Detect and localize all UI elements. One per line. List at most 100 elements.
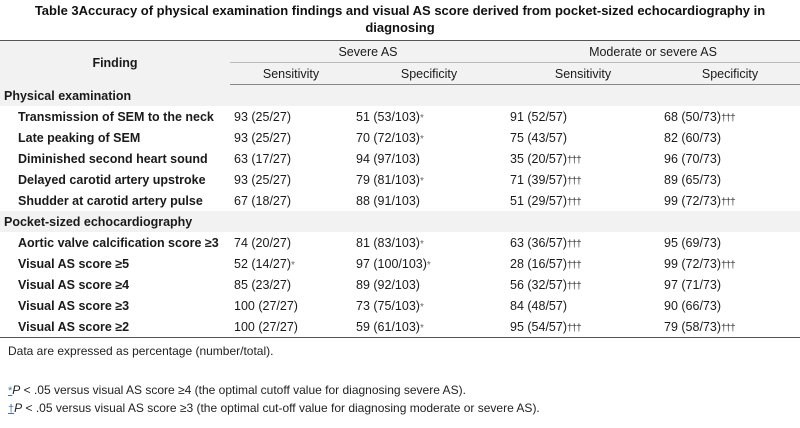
value-cell: 89 (92/103) [352,274,506,295]
header-moderate-severe-as: Moderate or severe AS [506,40,800,63]
value-text: 79 (58/73) [664,319,721,334]
value-text: 81 (83/103) [356,235,420,250]
value-cell: 99 (72/73)††† [660,190,800,211]
value-cell: 70 (72/103)* [352,127,506,148]
significance-dagger: ††† [566,322,582,334]
significance-dagger: ††† [566,259,582,271]
value-cell: 74 (20/27) [230,232,352,253]
value-text: 90 (66/73) [664,298,721,313]
significance-asterisk: * [419,112,424,124]
table-row: Late peaking of SEM 93 (25/27) 70 (72/103)… [0,127,800,148]
value-cell: 95 (54/57)††† [506,316,660,338]
header-moderate-specificity: Specificity [660,62,800,85]
value-cell: 84 (48/57) [506,295,660,316]
finding-cell: Late peaking of SEM [0,127,230,148]
table-body: Physical examination Transmission of SEM … [0,84,800,338]
finding-cell: Transmission of SEM to the neck [0,106,230,127]
value-text: 51 (53/103) [356,109,420,124]
significance-dagger: ††† [720,112,736,124]
value-text: 97 (100/103) [356,256,427,271]
value-cell: 73 (75/103)* [352,295,506,316]
header-severe-sensitivity: Sensitivity [230,62,352,85]
value-text: 56 (32/57) [510,277,567,292]
value-cell: 56 (32/57)††† [506,274,660,295]
value-text: 82 (60/73) [664,130,721,145]
value-cell: 67 (18/27) [230,190,352,211]
significance-asterisk: * [419,238,424,250]
footnote-asterisk-mark[interactable]: * [8,385,13,397]
finding-cell: Visual AS score ≥3 [0,295,230,316]
value-cell: 100 (27/27) [230,316,352,338]
value-text: 73 (75/103) [356,298,420,313]
value-text: 93 (25/27) [234,172,291,187]
footnote-p-symbol: P [14,401,23,415]
footnote-dagger-mark[interactable]: † [8,403,15,415]
value-cell: 94 (97/103) [352,148,506,169]
value-text: 28 (16/57) [510,256,567,271]
value-text: 79 (81/103) [356,172,420,187]
significance-asterisk: * [419,301,424,313]
table-title-line1: Table 3Accuracy of physical examination … [34,3,766,35]
value-text: 100 (27/27) [234,298,298,313]
finding-cell: Delayed carotid artery upstroke [0,169,230,190]
significance-dagger: ††† [566,175,582,187]
header-finding: Finding [0,40,230,85]
value-cell: 85 (23/27) [230,274,352,295]
value-text: 63 (36/57) [510,235,567,250]
table-row: Delayed carotid artery upstroke 93 (25/27… [0,169,800,190]
significance-dagger: ††† [720,322,736,334]
value-text: 96 (70/73) [664,151,721,166]
results-table: Finding Severe AS Moderate or severe AS … [0,40,800,338]
table-row: Diminished second heart sound 63 (17/27) 9… [0,148,800,169]
value-cell: 79 (81/103)* [352,169,506,190]
value-text: 94 (97/103) [356,151,420,166]
significance-asterisk: * [426,259,431,271]
value-text: 93 (25/27) [234,109,291,124]
section-header: Physical examination [0,84,800,106]
finding-cell: Visual AS score ≥5 [0,253,230,274]
data-note: Data are expressed as percentage (number… [8,344,274,358]
value-cell: 82 (60/73) [660,127,800,148]
significance-dagger: ††† [566,196,582,208]
table-row: Visual AS score ≥5 52 (14/27)* 97 (100/103… [0,253,800,274]
footnote-p-symbol: P [12,383,21,397]
header-severe-as: Severe AS [230,40,506,63]
value-cell: 51 (53/103)* [352,106,506,127]
table-row: Transmission of SEM to the neck 93 (25/27… [0,106,800,127]
value-cell: 93 (25/27) [230,169,352,190]
value-text: 84 (48/57) [510,298,567,313]
table-row: Visual AS score ≥4 85 (23/27) 89 (92/103) 5… [0,274,800,295]
value-cell: 71 (39/57)††† [506,169,660,190]
value-cell: 99 (72/73)††† [660,253,800,274]
value-cell: 75 (43/57) [506,127,660,148]
value-text: 71 (39/57) [510,172,567,187]
significance-asterisk: * [290,259,295,271]
value-text: 89 (92/103) [356,277,420,292]
value-text: 52 (14/27) [234,256,291,271]
value-text: 75 (43/57) [510,130,567,145]
value-text: 85 (23/27) [234,277,291,292]
value-text: 51 (29/57) [510,193,567,208]
header-severe-specificity: Specificity [352,62,506,85]
value-text: 70 (72/103) [356,130,420,145]
value-cell: 88 (91/103) [352,190,506,211]
value-cell: 28 (16/57)††† [506,253,660,274]
value-text: 97 (71/73) [664,277,721,292]
value-text: 93 (25/27) [234,130,291,145]
value-cell: 93 (25/27) [230,127,352,148]
finding-cell: Diminished second heart sound [0,148,230,169]
significance-dagger: ††† [720,196,736,208]
value-text: 95 (69/73) [664,235,721,250]
section-header: Pocket-sized echocardiography [0,211,800,232]
value-text: 35 (20/57) [510,151,567,166]
value-cell: 81 (83/103)* [352,232,506,253]
significance-asterisk: * [419,175,424,187]
value-cell: 97 (71/73) [660,274,800,295]
value-cell: 100 (27/27) [230,295,352,316]
value-cell: 97 (100/103)* [352,253,506,274]
value-cell: 89 (65/73) [660,169,800,190]
value-text: 68 (50/73) [664,109,721,124]
footnote-moderate-text: < .05 versus visual AS score ≥3 (the opt… [22,401,540,415]
value-text: 91 (52/57) [510,109,567,124]
table-row: Shudder at carotid artery pulse 67 (18/27… [0,190,800,211]
